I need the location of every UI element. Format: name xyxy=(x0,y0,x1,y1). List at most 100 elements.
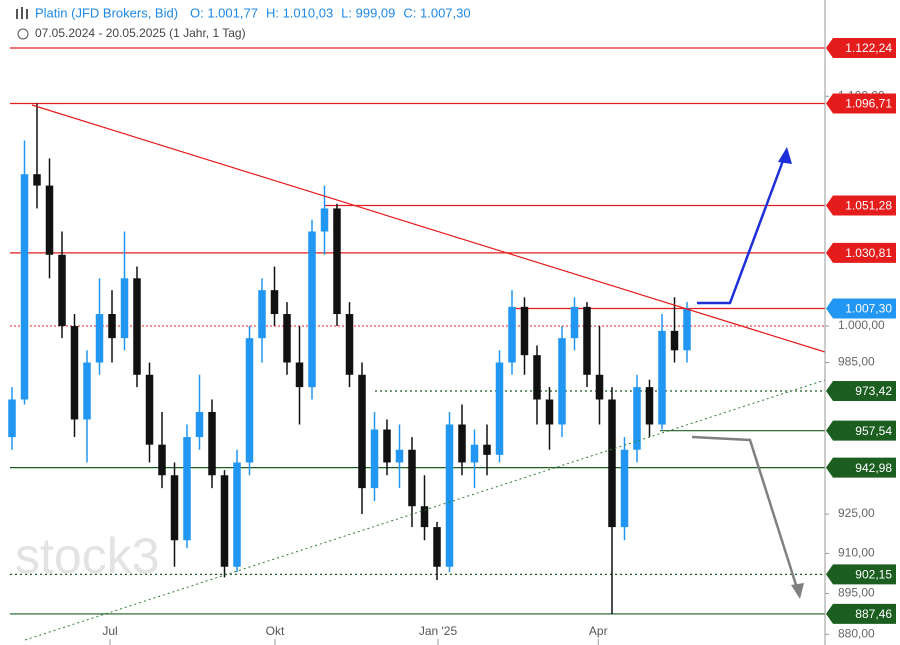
candle-body xyxy=(608,399,616,528)
candle-body xyxy=(83,362,91,420)
y-tick-label: 910,00 xyxy=(838,546,875,560)
candle-body xyxy=(445,424,454,567)
candle-body xyxy=(370,429,379,489)
price-badge-label: 1.051,28 xyxy=(845,199,892,213)
trend-line xyxy=(31,104,826,353)
candle-body xyxy=(195,411,204,438)
price-badge-label: 1.030,81 xyxy=(845,246,892,260)
price-badge-label: 957,54 xyxy=(855,424,892,438)
candle-body xyxy=(420,506,429,528)
badges: 1.122,24 1.096,71 1.051,28 1.030,81 1.007,30… xyxy=(826,37,896,624)
candle-body xyxy=(358,374,366,489)
candle-body xyxy=(570,306,579,339)
candle-body xyxy=(320,208,329,232)
candle-body xyxy=(33,174,41,186)
candle-body xyxy=(558,338,566,425)
candle-body xyxy=(8,399,16,438)
price-badge xyxy=(826,37,896,58)
candle-body xyxy=(458,424,466,463)
chart-icon xyxy=(16,7,28,19)
candle-body xyxy=(620,449,629,528)
price-badge xyxy=(826,195,896,216)
y-tick-label: 985,00 xyxy=(838,355,875,369)
candle-body xyxy=(533,355,541,400)
y-tick-label: 880,00 xyxy=(838,626,875,640)
price-badge xyxy=(826,420,896,441)
subtitle: 07.05.2024 - 20.05.2025 (1 Jahr, 1 Tag) xyxy=(35,26,246,40)
x-tick-label: Jan '25 xyxy=(419,624,458,638)
x-tick-label: Jul xyxy=(102,624,117,638)
candle-body xyxy=(108,314,116,339)
arrow-head xyxy=(778,147,792,164)
price-badge-label: 973,42 xyxy=(855,384,892,398)
candle-body xyxy=(670,330,679,351)
price-badge-label: 1.122,24 xyxy=(845,41,892,55)
candle-body xyxy=(433,527,441,567)
candle-body xyxy=(20,174,29,400)
candle-body xyxy=(95,314,104,363)
candle-body xyxy=(683,308,691,351)
candle-body xyxy=(120,278,129,339)
candle-body xyxy=(158,444,166,476)
candle-body xyxy=(495,362,504,455)
price-badge-label: 902,15 xyxy=(855,568,892,582)
watermark: stock3 xyxy=(15,528,160,584)
plot-area: Jul Okt Jan '25 Apr xyxy=(8,47,825,645)
candle-body xyxy=(170,475,179,541)
ohlc-label: L: 999,09 xyxy=(341,5,395,20)
arrow xyxy=(691,435,799,589)
candle-body xyxy=(308,231,316,388)
ohlc-header: O: 1.001,77 H: 1.010,03 L: 999,09 C: 1.007,… xyxy=(190,5,471,20)
trend-line xyxy=(24,379,826,641)
chart-title: Platin (JFD Brokers, Bid) xyxy=(35,5,178,20)
arrow xyxy=(697,157,786,305)
candle-body xyxy=(658,330,666,425)
candle-body xyxy=(295,362,304,388)
arrow-head xyxy=(791,583,804,599)
price-badge xyxy=(826,457,896,478)
price-badge-label: 887,46 xyxy=(855,607,892,621)
candle-body xyxy=(233,462,241,567)
candle-body xyxy=(545,399,554,425)
price-badge-label: 1.007,30 xyxy=(845,302,892,316)
candle-body xyxy=(258,290,266,339)
candle-body xyxy=(470,444,479,463)
price-badge xyxy=(826,564,896,585)
price-badge xyxy=(826,242,896,263)
candle-body xyxy=(245,338,254,463)
price-badge-label: 942,98 xyxy=(855,461,892,475)
candle-body xyxy=(133,278,141,375)
ohlc-label: O: 1.001,77 xyxy=(190,5,258,20)
ohlc-label: H: 1.010,03 xyxy=(266,5,333,20)
ohlc-label: C: 1.007,30 xyxy=(403,5,470,20)
clock-icon xyxy=(17,28,29,40)
price-badge xyxy=(826,298,896,319)
candle-body xyxy=(633,387,641,450)
candle-body xyxy=(283,314,291,363)
x-tick-label: Okt xyxy=(266,624,285,638)
candle-body xyxy=(583,306,591,375)
y-tick-label: 895,00 xyxy=(838,586,875,600)
price-badge xyxy=(826,603,896,624)
candle-body xyxy=(345,314,354,375)
candle-body xyxy=(333,208,341,315)
candle-body xyxy=(395,449,404,463)
candle-body xyxy=(595,374,604,400)
candle-body xyxy=(220,475,229,567)
candle-body xyxy=(208,411,216,476)
candle-body xyxy=(183,437,191,541)
x-tick-label: Apr xyxy=(589,624,608,638)
price-badge-label: 1.096,71 xyxy=(845,97,892,111)
candle-body xyxy=(270,290,279,315)
y-tick-label: 925,00 xyxy=(838,506,875,520)
candle-body xyxy=(508,306,516,363)
candle-body xyxy=(45,185,54,255)
candle-body xyxy=(483,444,491,455)
candle-body xyxy=(520,306,529,356)
candle-body xyxy=(58,254,66,327)
candle-body xyxy=(383,429,391,463)
candle-body xyxy=(70,326,79,420)
y-tick-label: 1.000,00 xyxy=(838,318,885,332)
price-badge xyxy=(826,381,896,402)
